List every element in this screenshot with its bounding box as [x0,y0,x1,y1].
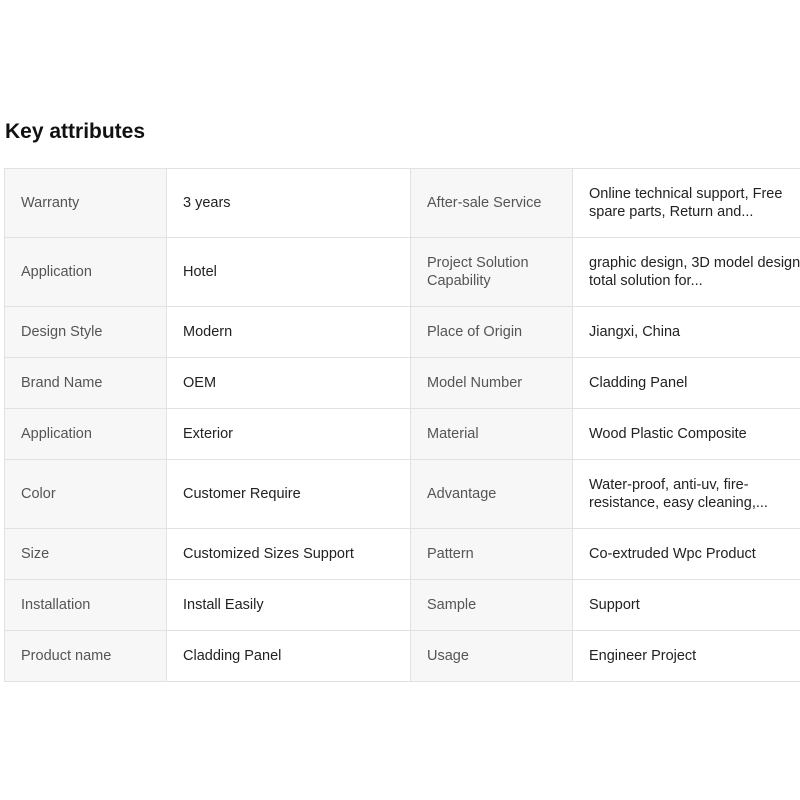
attribute-label: Place of Origin [410,306,573,358]
table-row: Brand Name OEM Model Number Cladding Panel [4,357,800,409]
attribute-value: Online technical support, Free spare par… [572,168,800,238]
attribute-label: Material [410,408,573,460]
attribute-value: Wood Plastic Composite [572,408,800,460]
attribute-label: Application [4,237,167,307]
attribute-label: Size [4,528,167,580]
attribute-label: Brand Name [4,357,167,409]
table-row: Size Customized Sizes Support Pattern Co-ex… [4,528,800,580]
attribute-value: Support [572,579,800,631]
attribute-value: Engineer Project [572,630,800,682]
attribute-label: Application [4,408,167,460]
attribute-value: Co-extruded Wpc Product [572,528,800,580]
attribute-label: Pattern [410,528,573,580]
table-row: Design Style Modern Place of Origin Jiangxi… [4,306,800,358]
table-row: Application Exterior Material Wood Plastic … [4,408,800,460]
attribute-label: Warranty [4,168,167,238]
table-row: Product name Cladding Panel Usage Engineer … [4,630,800,682]
table-row: Color Customer Require Advantage Water-proo… [4,459,800,529]
attribute-label: Sample [410,579,573,631]
attribute-value: Modern [166,306,411,358]
attribute-label: Installation [4,579,167,631]
attribute-label: Product name [4,630,167,682]
attribute-label: Model Number [410,357,573,409]
attribute-label: Project Solution Capability [410,237,573,307]
attribute-label: Color [4,459,167,529]
attribute-value: Jiangxi, China [572,306,800,358]
table-row: Warranty 3 years After-sale Service Online … [4,168,800,238]
attribute-label: Design Style [4,306,167,358]
table-row: Installation Install Easily Sample Support [4,579,800,631]
table-row: Application Hotel Project Solution Capabil… [4,237,800,307]
attribute-value: Hotel [166,237,411,307]
attribute-value: Water-proof, anti-uv, fire-resistance, e… [572,459,800,529]
attribute-value: Install Easily [166,579,411,631]
attribute-value: OEM [166,357,411,409]
key-attributes-table: Warranty 3 years After-sale Service Online … [4,168,800,682]
attribute-value: graphic design, 3D model design, total s… [572,237,800,307]
attribute-label: After-sale Service [410,168,573,238]
attribute-value: Customer Require [166,459,411,529]
attribute-label: Advantage [410,459,573,529]
attribute-value: Exterior [166,408,411,460]
attribute-label: Usage [410,630,573,682]
attribute-value: 3 years [166,168,411,238]
section-title: Key attributes [5,120,146,143]
attribute-value: Cladding Panel [166,630,411,682]
attribute-value: Customized Sizes Support [166,528,411,580]
attribute-value: Cladding Panel [572,357,800,409]
